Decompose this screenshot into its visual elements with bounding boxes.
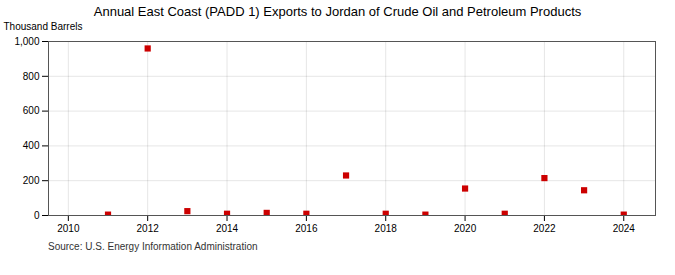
svg-text:2014: 2014 — [216, 223, 239, 234]
svg-text:Thousand Barrels: Thousand Barrels — [4, 21, 83, 32]
html-text:Source: U.S. Energy Informatio: Source: U.S. Energy Information Administ… — [48, 241, 258, 252]
svg-text:2010: 2010 — [57, 223, 80, 234]
svg-text:2012: 2012 — [137, 223, 160, 234]
svg-text:800: 800 — [23, 71, 40, 82]
svg-text:2022: 2022 — [533, 223, 556, 234]
svg-text:2016: 2016 — [295, 223, 318, 234]
svg-text:2020: 2020 — [454, 223, 477, 234]
svg-text:1,000: 1,000 — [14, 36, 39, 47]
svg-text:400: 400 — [23, 140, 40, 151]
svg-text:600: 600 — [23, 105, 40, 116]
html-text:Annual East Coast (PADD 1) Exp: Annual East Coast (PADD 1) Exports to Jo… — [93, 4, 582, 19]
svg-text:2018: 2018 — [375, 223, 398, 234]
svg-text:2024: 2024 — [613, 223, 636, 234]
svg-text:200: 200 — [23, 175, 40, 186]
svg-text:0: 0 — [34, 210, 40, 221]
